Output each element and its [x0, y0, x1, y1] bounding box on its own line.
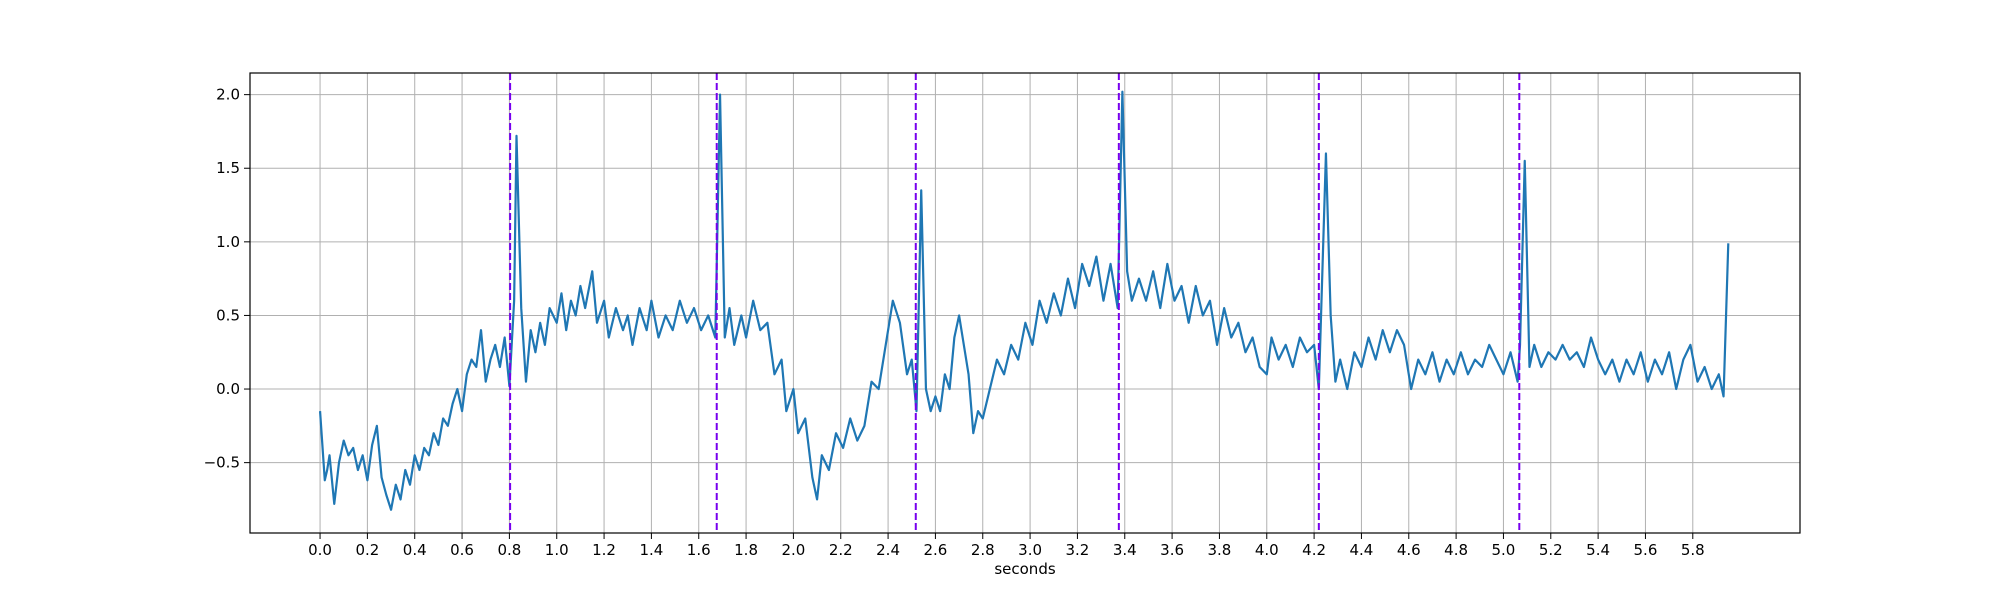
x-tick-label: 3.4 — [1113, 541, 1137, 559]
signal-line — [318, 90, 1730, 511]
x-tick-label: 0.4 — [403, 541, 427, 559]
x-tick-label: 3.2 — [1065, 541, 1089, 559]
y-tick-label: −0.5 — [204, 454, 240, 472]
x-tick-label: 1.0 — [545, 541, 569, 559]
x-tick-label: 5.6 — [1634, 541, 1658, 559]
y-tick-label: 1.5 — [216, 159, 240, 177]
x-tick-label: 0.8 — [497, 541, 521, 559]
x-tick-label: 5.2 — [1539, 541, 1563, 559]
x-axis-label: seconds — [994, 560, 1055, 578]
x-tick-label: 4.0 — [1255, 541, 1279, 559]
y-tick-label: 1.0 — [216, 233, 240, 251]
x-tick-label: 3.6 — [1160, 541, 1184, 559]
x-tick-label: 1.2 — [592, 541, 616, 559]
x-tick-label: 2.2 — [829, 541, 853, 559]
x-tick-label: 0.6 — [450, 541, 474, 559]
y-tick-label: 2.0 — [216, 86, 240, 104]
y-tick-label: 0.0 — [216, 380, 240, 398]
x-tick-label: 5.8 — [1681, 541, 1705, 559]
axes-frame — [249, 72, 1801, 534]
x-tick-label: 4.4 — [1350, 541, 1374, 559]
x-tick-label: 0.0 — [308, 541, 332, 559]
x-tick-label: 2.6 — [923, 541, 947, 559]
x-tick-label: 1.6 — [687, 541, 711, 559]
x-tick-label: 5.4 — [1586, 541, 1610, 559]
x-tick-label: 4.8 — [1444, 541, 1468, 559]
x-tick-label: 3.0 — [1018, 541, 1042, 559]
x-tick-label: 1.4 — [639, 541, 663, 559]
x-tick-label: 4.6 — [1397, 541, 1421, 559]
x-tick-label: 3.8 — [1208, 541, 1232, 559]
x-tick-label: 1.8 — [734, 541, 758, 559]
x-tick-label: 2.4 — [876, 541, 900, 559]
x-tick-label: 5.0 — [1492, 541, 1516, 559]
x-tick-label: 2.8 — [971, 541, 995, 559]
x-tick-label: 4.2 — [1302, 541, 1326, 559]
x-tick-label: 2.0 — [781, 541, 805, 559]
y-tick-label: 0.5 — [216, 306, 240, 324]
x-tick-label: 0.2 — [355, 541, 379, 559]
